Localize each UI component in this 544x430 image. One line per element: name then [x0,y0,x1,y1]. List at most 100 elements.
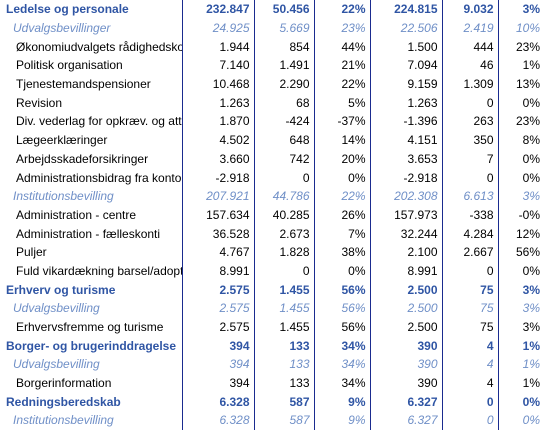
col-budget: 157.634 [181,205,254,225]
table-row: Administration - centre 157.634 40.285 26% 1… [0,205,544,225]
row-label: Erhverv og turisme [6,282,116,297]
col-forecast: -1.396 [369,112,442,131]
subtotal-row: Institutionsbevilling 6.328 587 9% 6.327 0 0% [0,411,544,430]
col-forecast: 202.308 [369,186,442,206]
col-budget: 1.944 [181,37,254,57]
col-forecast: 157.973 [369,205,442,225]
col-pct-difference: 3% [497,0,544,19]
table-row: Politisk organisation 7.140 1.491 21% 7.094 4… [0,56,544,75]
col-pct-difference: 3% [497,186,544,206]
col-difference: 0 [441,93,498,113]
col-spent: 1.491 [253,56,314,75]
table-row: Fuld vikardækning barsel/adoption 8.991 0 0… [0,261,544,281]
col-spent: 0 [253,261,314,281]
col-pct-difference: 3% [497,299,544,318]
row-label: Puljer [16,245,47,260]
col-forecast: 2.500 [369,280,442,299]
col-budget: 2.575 [181,280,254,299]
table-row: Borgerinformation 394 133 34% 390 4 1% [0,373,544,393]
col-forecast: 9.159 [369,74,442,94]
col-spent: 587 [253,411,314,430]
col-budget: 10.468 [181,74,254,94]
col-difference: 350 [441,130,498,150]
col-spent: 854 [253,37,314,57]
col-budget: -2.918 [181,168,254,187]
col-forecast: 390 [369,373,442,393]
col-budget: 8.991 [181,261,254,281]
col-forecast: 2.500 [369,299,442,318]
col-spent: 133 [253,336,314,356]
subtotal-row: Institutionsbevilling 207.921 44.786 22% 202… [0,186,544,206]
col-forecast: 4.151 [369,130,442,150]
col-spent: -424 [253,112,314,131]
col-difference: 9.032 [441,0,498,19]
col-pct-difference: 0% [497,392,544,412]
col-budget: 1.870 [181,112,254,131]
table-row: Arbejdsskadeforsikringer 3.660 742 20% 3.653… [0,149,544,169]
col-pct-difference: 10% [497,18,544,38]
col-difference: 4 [441,373,498,393]
col-budget: 6.328 [181,411,254,430]
col-forecast: 2.100 [369,242,442,262]
col-pct-spent: 44% [313,37,370,57]
subtotal-row: Udvalgsbevilling 2.575 1.455 56% 2.500 75 3% [0,299,544,318]
col-budget: 36.528 [181,224,254,243]
col-pct-spent: 14% [313,130,370,150]
col-pct-spent: 21% [313,56,370,75]
row-label: Revision [16,95,63,110]
col-budget: 24.925 [181,18,254,38]
col-pct-spent: 5% [313,93,370,113]
table-row: Erhvervsfremme og turisme 2.575 1.455 56% 2.… [0,317,544,337]
table-row: Puljer 4.767 1.828 38% 2.100 2.667 56% [0,242,544,262]
col-difference: 46 [441,56,498,75]
col-forecast: 1.500 [369,37,442,57]
col-budget: 394 [181,355,254,374]
col-difference: 444 [441,37,498,57]
col-pct-spent: 56% [313,280,370,299]
col-spent: 587 [253,392,314,412]
col-pct-spent: 23% [313,18,370,38]
col-difference: 7 [441,149,498,169]
col-pct-difference: 12% [497,224,544,243]
col-pct-difference: 0% [497,93,544,113]
col-difference: 0 [441,392,498,412]
col-budget: 2.575 [181,317,254,337]
col-difference: 0 [441,411,498,430]
col-spent: 40.285 [253,205,314,225]
col-difference: 75 [441,299,498,318]
col-difference: 2.419 [441,18,498,38]
row-label: Tjenestemandspensioner [16,77,151,92]
col-pct-difference: 1% [497,336,544,356]
col-pct-difference: 0% [497,261,544,281]
col-spent: 68 [253,93,314,113]
col-difference: 4 [441,355,498,374]
col-pct-spent: 9% [313,392,370,412]
col-budget: 2.575 [181,299,254,318]
col-pct-difference: 8% [497,130,544,150]
col-budget: 4.767 [181,242,254,262]
col-pct-spent: 34% [313,373,370,393]
col-budget: 7.140 [181,56,254,75]
col-difference: 0 [441,168,498,187]
col-budget: 232.847 [181,0,254,19]
row-label: Borgerinformation [16,376,112,391]
col-forecast: 1.263 [369,93,442,113]
col-spent: 1.455 [253,317,314,337]
col-difference: 0 [441,261,498,281]
row-label: Udvalgsbevilling [13,301,100,316]
row-label: Politisk organisation [16,58,123,73]
col-budget: 6.328 [181,392,254,412]
col-difference: 4.284 [441,224,498,243]
col-budget: 207.921 [181,186,254,206]
row-label: Administrationsbidrag fra konto 5 [16,170,182,185]
col-pct-spent: 56% [313,317,370,337]
col-pct-spent: 22% [313,74,370,94]
col-spent: 133 [253,373,314,393]
col-difference: 2.667 [441,242,498,262]
col-pct-difference: -0% [497,205,544,225]
col-pct-spent: 22% [313,0,370,19]
row-label: Udvalgsbevilling [13,357,100,372]
col-pct-difference: 0% [497,411,544,430]
col-pct-difference: 0% [497,168,544,187]
col-forecast: 3.653 [369,149,442,169]
